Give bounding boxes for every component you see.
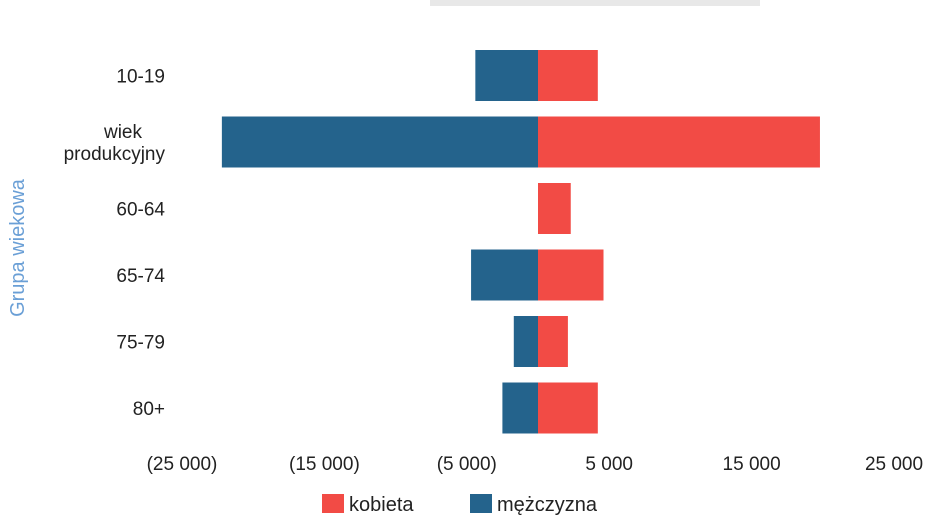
clipped-title-fragment <box>430 0 760 6</box>
legend-label-kobieta: kobieta <box>349 494 414 516</box>
y-tick-label: 60-64 <box>116 200 165 221</box>
y-tick-label: 80+ <box>133 399 165 420</box>
x-tick-label: (5 000) <box>437 454 497 475</box>
x-tick-label: (15 000) <box>289 454 360 475</box>
legend-label-m-czyzna: mężczyzna <box>497 494 598 516</box>
y-tick-label: 75-79 <box>116 333 165 354</box>
y-tick-label: wiek produkcyjny <box>64 122 166 165</box>
legend-swatch-m-czyzna <box>470 494 492 513</box>
y-axis-label: Grupa wiekowa <box>7 178 29 317</box>
bar-m-czyzna-wiek-produkcyjny <box>221 116 538 168</box>
bar-m-czyzna-10-19 <box>475 50 538 101</box>
bar-kobieta-80 <box>538 382 598 434</box>
bar-kobieta-60-64 <box>538 183 571 234</box>
y-tick-label: 10-19 <box>116 67 165 88</box>
legend-swatch-kobieta <box>322 494 344 513</box>
x-tick-label: (25 000) <box>147 454 218 475</box>
bar-m-czyzna-75-79 <box>513 316 538 367</box>
y-tick-label: 65-74 <box>116 266 165 287</box>
x-tick-label: 25 000 <box>865 454 923 475</box>
bar-kobieta-10-19 <box>538 50 598 101</box>
bar-kobieta-wiek-produkcyjny <box>538 116 820 168</box>
y-tick-labels: 10-19 wiek produkcyjny 60-64 65-74 75-79 80+ <box>64 67 166 421</box>
bar-m-czyzna-65-74 <box>471 249 538 301</box>
legend: kobieta mężczyzna <box>322 494 598 516</box>
bar-kobieta-65-74 <box>538 249 604 301</box>
x-tick-labels: (25 000) (15 000) (5 000) 5 000 15 000 25 000 <box>147 454 923 475</box>
bars-layer <box>221 50 820 434</box>
bar-kobieta-75-79 <box>538 316 568 367</box>
x-tick-label: 15 000 <box>723 454 781 475</box>
x-tick-label: 5 000 <box>585 454 633 475</box>
bar-m-czyzna-80 <box>502 382 538 434</box>
